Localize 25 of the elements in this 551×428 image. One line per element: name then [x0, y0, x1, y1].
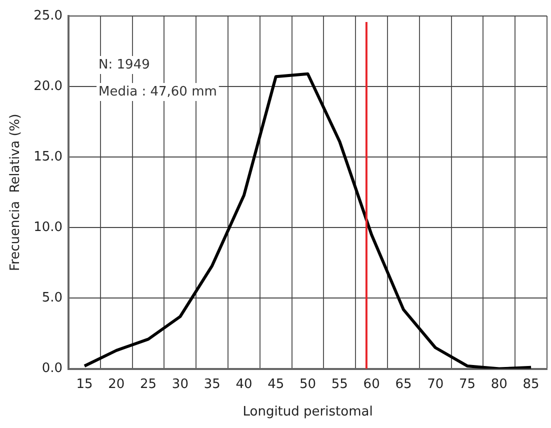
x-axis-title: Longitud peristomal: [242, 404, 373, 420]
x-tick-label: 40: [236, 376, 252, 392]
y-tick-label: 0.0: [42, 361, 63, 376]
x-tick-label: 75: [458, 376, 476, 392]
annotation: N: 1949: [98, 57, 150, 72]
y-tick-label: 20.0: [34, 78, 63, 94]
y-tick-label: 5.0: [42, 290, 63, 306]
x-tick-label: 50: [300, 376, 316, 392]
x-tick-label: 45: [268, 376, 284, 392]
annotation: Media : 47,60 mm: [98, 84, 217, 100]
x-tick-label: 35: [204, 376, 220, 392]
x-tick-label: 55: [331, 376, 348, 392]
y-axis-title: Frecuencia Relativa (%): [8, 114, 24, 272]
x-tick-label: 85: [522, 376, 540, 392]
x-tick-label: 25: [140, 376, 157, 392]
x-tick-label: 15: [76, 376, 93, 392]
x-tick-label: 80: [490, 376, 508, 392]
y-tick-label: 10.0: [34, 220, 63, 236]
x-tick-label: 65: [395, 376, 412, 392]
x-tick-label: 70: [427, 376, 444, 392]
x-tick-label: 20: [108, 376, 125, 392]
x-tick-label: 30: [172, 376, 188, 392]
y-tick-label: 25.0: [34, 8, 63, 24]
x-tick-label: 60: [363, 376, 380, 392]
y-tick-label: 15.0: [34, 149, 63, 164]
